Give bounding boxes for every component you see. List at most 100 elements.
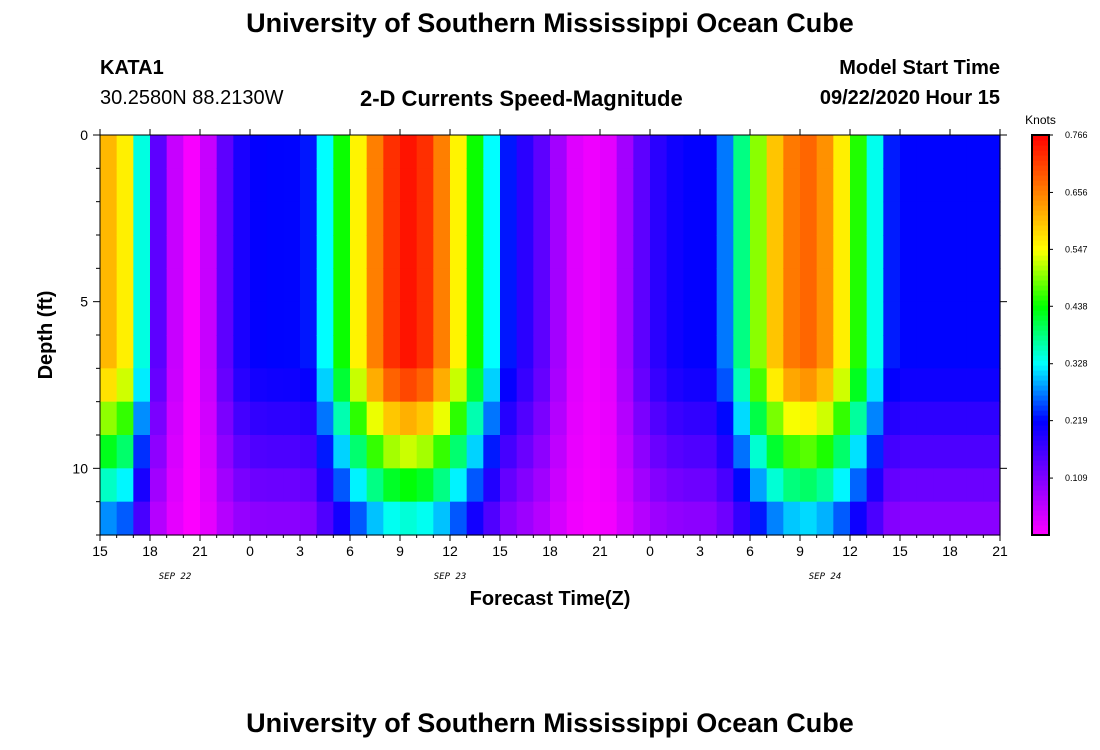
heatmap-cell xyxy=(350,501,368,536)
colorbar-segment xyxy=(1032,310,1049,316)
x-tick-label: 18 xyxy=(942,543,958,559)
heatmap-cell xyxy=(616,468,634,503)
heatmap-cell xyxy=(533,435,551,469)
heatmap-cell xyxy=(450,501,468,536)
heatmap-cell xyxy=(250,235,268,269)
heatmap-cell xyxy=(800,135,818,169)
heatmap-cell xyxy=(150,301,168,336)
heatmap-cell xyxy=(816,401,834,436)
heatmap-cell xyxy=(766,135,784,169)
heatmap-cell xyxy=(683,301,701,336)
heatmap-cell xyxy=(433,368,451,403)
colorbar-tick-label: 0.438 xyxy=(1065,301,1088,311)
heatmap-cell xyxy=(566,501,584,536)
heatmap-cell xyxy=(466,501,484,536)
heatmap-cell xyxy=(966,268,984,303)
heatmap-cell xyxy=(133,368,151,403)
heatmap-cell xyxy=(300,168,318,203)
heatmap-cell xyxy=(450,135,468,169)
colorbar-segment xyxy=(1032,340,1049,346)
heatmap-cell xyxy=(983,435,1001,469)
heatmap-cell xyxy=(466,468,484,503)
heatmap-cell xyxy=(766,368,784,403)
colorbar-tick-label: 0.547 xyxy=(1065,244,1088,254)
heatmap-cell xyxy=(566,201,584,236)
heatmap-cell xyxy=(866,268,884,303)
heatmap-cell xyxy=(366,135,384,169)
heatmap-cell xyxy=(366,235,384,269)
heatmap-cell xyxy=(333,335,351,369)
heatmap-cell xyxy=(550,501,568,536)
heatmap-cell xyxy=(116,135,134,169)
heatmap-cell xyxy=(683,235,701,269)
heatmap-cell xyxy=(200,201,218,236)
heatmap-cell xyxy=(233,368,251,403)
heatmap-cell xyxy=(650,201,668,236)
heatmap-cell xyxy=(200,368,218,403)
heatmap-cell xyxy=(583,168,601,203)
colorbar-segment xyxy=(1032,390,1049,396)
heatmap-cell xyxy=(533,168,551,203)
heatmap-cell xyxy=(916,235,934,269)
heatmap-cell xyxy=(766,301,784,336)
heatmap-cell xyxy=(650,501,668,536)
heatmap-cell xyxy=(733,268,751,303)
heatmap-cell xyxy=(566,401,584,436)
heatmap-cell xyxy=(833,368,851,403)
heatmap-cell xyxy=(733,301,751,336)
heatmap-cell xyxy=(500,401,518,436)
heatmap-cell xyxy=(566,335,584,369)
heatmap-cell xyxy=(750,368,768,403)
heatmap-cell xyxy=(166,335,184,369)
heatmap-cell xyxy=(283,335,301,369)
heatmap-cell xyxy=(466,401,484,436)
heatmap-cell xyxy=(116,468,134,503)
heatmap-cell xyxy=(500,201,518,236)
heatmap-cell xyxy=(883,201,901,236)
heatmap-cell xyxy=(100,468,118,503)
heatmap-cell xyxy=(316,335,334,369)
heatmap-cell xyxy=(400,235,418,269)
heatmap-cell xyxy=(950,401,968,436)
heatmap-cell xyxy=(466,368,484,403)
heatmap-cell xyxy=(200,335,218,369)
heatmap-cell xyxy=(916,335,934,369)
colorbar-segment xyxy=(1032,180,1049,186)
heatmap-cell xyxy=(483,168,501,203)
heatmap-cell xyxy=(916,201,934,236)
heatmap-cell xyxy=(633,301,651,336)
x-tick-label: 9 xyxy=(396,543,404,559)
heatmap-cell xyxy=(833,435,851,469)
heatmap-cell xyxy=(316,168,334,203)
heatmap-cell xyxy=(500,268,518,303)
heatmap-cell xyxy=(983,235,1001,269)
heatmap-cell xyxy=(716,201,734,236)
colorbar-segment xyxy=(1032,375,1049,381)
heatmap-cell xyxy=(333,468,351,503)
heatmap-cell xyxy=(616,135,634,169)
heatmap-cell xyxy=(900,301,918,336)
heatmap-cell xyxy=(866,435,884,469)
heatmap-cell xyxy=(966,435,984,469)
colorbar-segment xyxy=(1032,255,1049,261)
heatmap-cell xyxy=(416,501,434,536)
heatmap-cell xyxy=(266,235,284,269)
colorbar-segment xyxy=(1032,520,1049,526)
heatmap-cell xyxy=(750,468,768,503)
heatmap-cell xyxy=(150,235,168,269)
heatmap-cell xyxy=(400,435,418,469)
heatmap-cell xyxy=(133,335,151,369)
heatmap-cell xyxy=(733,235,751,269)
heatmap-cell xyxy=(633,201,651,236)
heatmap-cell xyxy=(416,335,434,369)
colorbar-segment xyxy=(1032,195,1049,201)
heatmap-cell xyxy=(450,435,468,469)
heatmap-cell xyxy=(333,201,351,236)
heatmap-cell xyxy=(800,301,818,336)
heatmap-cell xyxy=(400,135,418,169)
heatmap-cell xyxy=(950,201,968,236)
heatmap-cell xyxy=(133,501,151,536)
heatmap-cell xyxy=(316,435,334,469)
heatmap-cell xyxy=(100,301,118,336)
heatmap-cell xyxy=(166,135,184,169)
